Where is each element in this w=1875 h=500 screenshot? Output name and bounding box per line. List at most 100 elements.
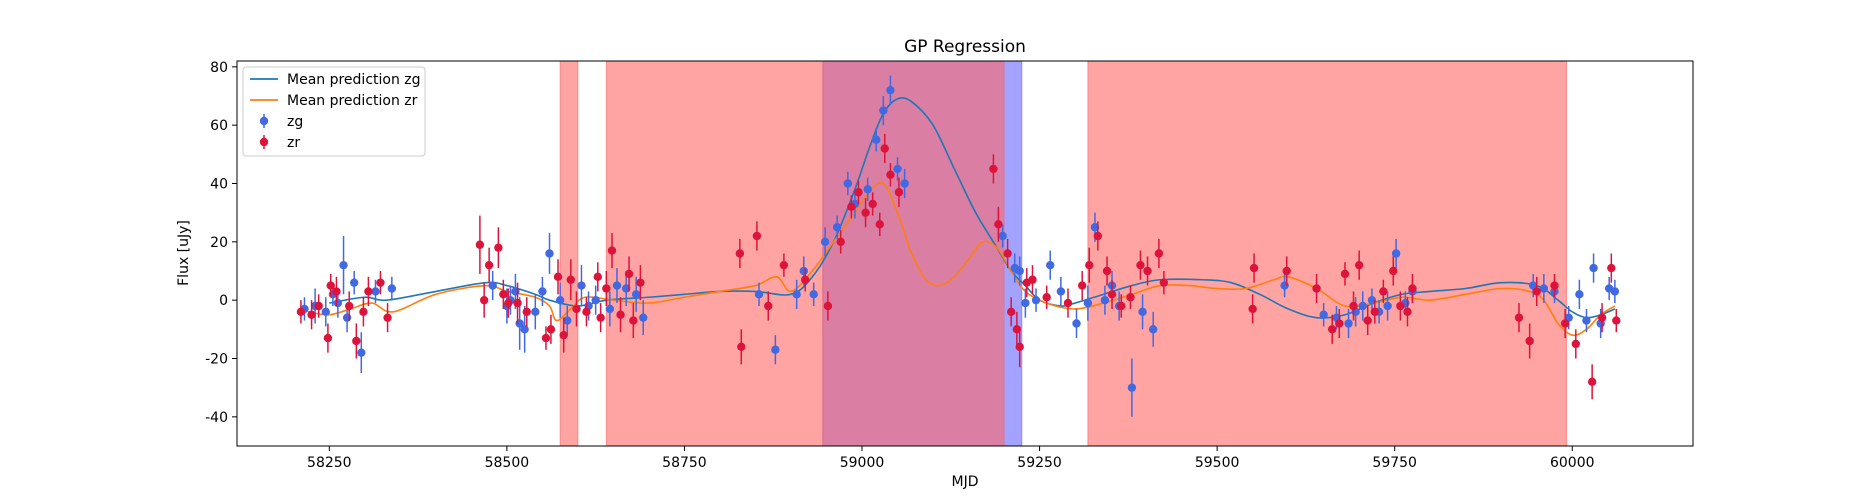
data-point-zr <box>994 220 1003 229</box>
shaded-region-zr-3 <box>822 61 1005 446</box>
data-point-zr <box>1612 316 1621 325</box>
data-point-zg <box>900 179 909 188</box>
data-point-zr <box>1396 301 1405 311</box>
x-tick-label: 58750 <box>662 455 707 471</box>
data-point-zg <box>879 106 888 115</box>
data-point-zr <box>475 240 485 249</box>
data-point-zg <box>371 287 380 296</box>
data-point-zg <box>488 281 497 290</box>
data-point-zg <box>349 278 359 287</box>
y-tick-label: 40 <box>210 177 228 193</box>
data-point-zg <box>357 348 366 357</box>
data-point-zg <box>998 231 1007 241</box>
data-point-zr <box>1349 301 1358 311</box>
data-point-zr <box>364 287 373 296</box>
data-point-zr <box>1006 307 1016 317</box>
data-point-zr <box>1370 307 1380 317</box>
data-point-zg <box>893 164 902 174</box>
data-point-zg <box>1046 260 1055 270</box>
data-point-zr <box>764 301 773 311</box>
data-point-zg <box>577 281 586 290</box>
data-point-zr <box>1312 284 1321 293</box>
data-point-zr <box>861 208 870 217</box>
data-point-zr <box>1028 275 1037 284</box>
y-tick-label: 0 <box>219 293 228 309</box>
data-point-zr <box>1093 231 1103 241</box>
data-point-zg <box>1383 301 1392 311</box>
data-point-zr <box>607 246 617 255</box>
series-line-zr_mean <box>307 181 1616 337</box>
data-point-zg <box>321 307 330 317</box>
data-point-zr <box>359 307 368 317</box>
data-point-zr <box>868 199 877 209</box>
data-point-zr <box>1077 281 1087 290</box>
data-point-zr <box>504 298 513 308</box>
data-point-zr <box>624 269 634 279</box>
data-point-zr <box>847 202 856 212</box>
data-point-zr <box>1159 278 1169 287</box>
data-point-zr <box>1107 290 1117 299</box>
x-tick-label: 59000 <box>840 455 885 471</box>
y-tick-label: -20 <box>205 352 228 368</box>
legend-swatch-zr <box>259 137 269 147</box>
x-tick-label: 59750 <box>1372 455 1417 471</box>
data-point-zg <box>1056 287 1066 296</box>
data-point-zr <box>800 275 810 284</box>
data-point-zr <box>566 275 576 284</box>
data-point-zg <box>754 290 764 299</box>
data-point-zr <box>1408 284 1417 293</box>
data-point-zg <box>538 287 547 296</box>
data-point-zr <box>572 304 581 314</box>
data-point-zr <box>1379 287 1388 296</box>
data-point-zg <box>886 85 895 95</box>
data-point-zg <box>1344 319 1353 328</box>
data-point-zg <box>832 223 842 232</box>
data-point-zr <box>296 307 306 317</box>
data-point-zr <box>894 188 904 197</box>
data-point-zr <box>484 260 494 270</box>
data-point-zr <box>553 272 563 282</box>
data-point-zr <box>499 290 508 299</box>
x-tick-label: 60000 <box>1550 455 1595 471</box>
data-point-zr <box>1340 269 1350 279</box>
data-point-zg <box>612 281 622 290</box>
data-point-zg <box>639 313 648 322</box>
plot-area-frame <box>236 60 1694 447</box>
data-point-zr <box>596 313 605 322</box>
data-point-zr <box>1354 260 1364 270</box>
data-point-zr <box>513 298 522 308</box>
data-point-zr <box>1525 336 1534 346</box>
data-point-zr <box>875 220 884 229</box>
data-point-zr <box>1560 319 1570 328</box>
data-point-zg <box>563 316 572 325</box>
data-point-zg <box>1138 307 1147 317</box>
data-point-zr <box>479 295 489 305</box>
data-point-zr <box>1550 281 1559 290</box>
data-point-zg <box>591 295 600 305</box>
data-point-zr <box>376 278 385 287</box>
y-axis: -40 -20 0 20 40 60 80 <box>205 60 237 426</box>
data-point-zr <box>779 260 789 270</box>
data-point-zr <box>383 313 392 322</box>
data-point-zg <box>342 313 352 322</box>
data-point-zg <box>1319 310 1328 319</box>
data-point-zg <box>771 345 780 354</box>
data-point-zg <box>792 290 801 299</box>
data-point-zg <box>531 307 540 317</box>
data-point-zr <box>1327 325 1337 334</box>
shaded-region-zr-0 <box>559 61 579 446</box>
shaded-region-zr-4 <box>1087 61 1568 446</box>
data-point-zr <box>636 278 645 287</box>
data-point-zg <box>1083 298 1093 308</box>
data-point-zr <box>1403 307 1412 317</box>
data-point-zg <box>1575 290 1584 299</box>
data-point-zr <box>1248 304 1257 314</box>
data-point-zg <box>1127 383 1137 392</box>
data-point-zr <box>1154 249 1164 258</box>
data-point-zr <box>1003 249 1012 258</box>
data-point-zr <box>886 170 895 179</box>
data-point-zr <box>1571 339 1581 349</box>
y-tick-label: 60 <box>210 118 228 134</box>
